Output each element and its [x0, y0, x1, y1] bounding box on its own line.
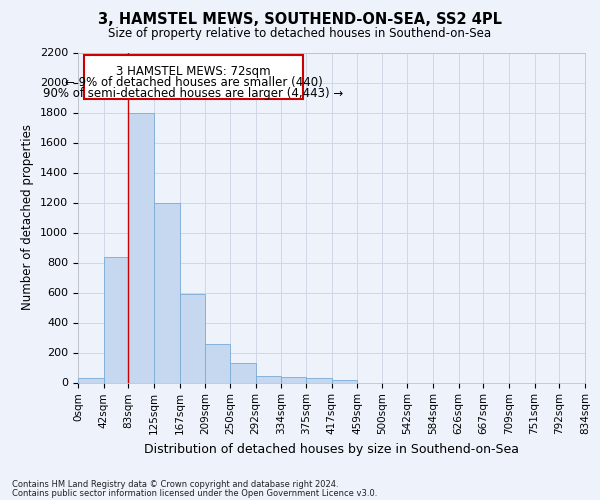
- Bar: [281, 376, 306, 382]
- Text: ← 9% of detached houses are smaller (440): ← 9% of detached houses are smaller (440…: [65, 76, 322, 89]
- Y-axis label: Number of detached properties: Number of detached properties: [22, 124, 34, 310]
- Bar: [78, 378, 104, 382]
- Bar: [230, 364, 256, 382]
- Bar: [84, 54, 303, 99]
- Text: 90% of semi-detached houses are larger (4,443) →: 90% of semi-detached houses are larger (…: [43, 87, 344, 100]
- Bar: [179, 294, 205, 382]
- Bar: [128, 112, 154, 382]
- Text: Size of property relative to detached houses in Southend-on-Sea: Size of property relative to detached ho…: [109, 28, 491, 40]
- Bar: [331, 380, 357, 382]
- Bar: [256, 376, 281, 382]
- Bar: [104, 256, 128, 382]
- Text: Contains public sector information licensed under the Open Government Licence v3: Contains public sector information licen…: [12, 489, 377, 498]
- Bar: [205, 344, 230, 383]
- Text: 3 HAMSTEL MEWS: 72sqm: 3 HAMSTEL MEWS: 72sqm: [116, 64, 271, 78]
- Bar: [306, 378, 331, 382]
- Bar: [154, 202, 179, 382]
- Text: Contains HM Land Registry data © Crown copyright and database right 2024.: Contains HM Land Registry data © Crown c…: [12, 480, 338, 489]
- Text: 3, HAMSTEL MEWS, SOUTHEND-ON-SEA, SS2 4PL: 3, HAMSTEL MEWS, SOUTHEND-ON-SEA, SS2 4P…: [98, 12, 502, 28]
- X-axis label: Distribution of detached houses by size in Southend-on-Sea: Distribution of detached houses by size …: [144, 442, 519, 456]
